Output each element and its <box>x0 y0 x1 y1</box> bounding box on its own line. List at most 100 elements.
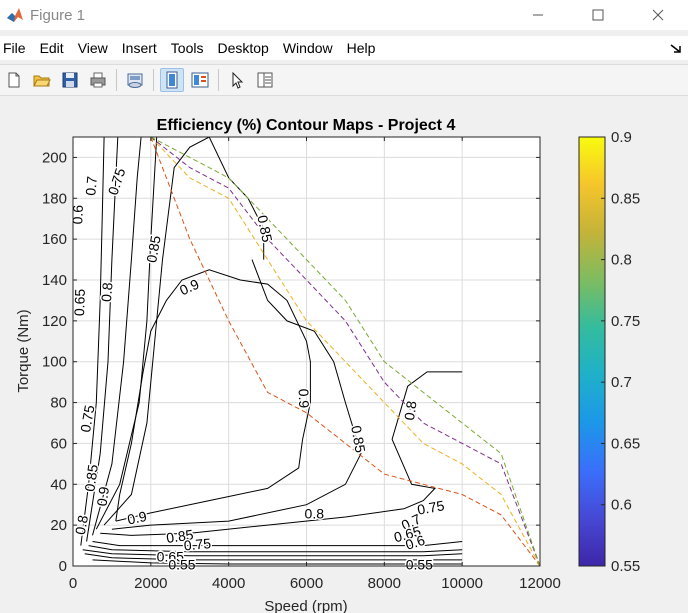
title-bar: Figure 1 <box>0 0 688 30</box>
contour-label: 0.85 <box>143 234 164 264</box>
y-tick-label: 160 <box>42 231 67 248</box>
contour-line-0.85 <box>111 259 362 530</box>
edit-plot-button[interactable] <box>225 68 249 92</box>
y-tick-label: 80 <box>50 395 67 412</box>
menu-desktop[interactable]: Desktop <box>217 40 269 56</box>
y-tick-label: 0 <box>59 558 67 575</box>
x-tick-label: 2000 <box>134 575 167 592</box>
menu-view[interactable]: View <box>77 40 108 56</box>
toolbar-separator <box>218 69 219 91</box>
figure-toolbar <box>0 64 688 96</box>
contour-line-0.65 <box>80 137 105 546</box>
property-inspector-button[interactable] <box>253 68 277 92</box>
contour-label: 0.9 <box>94 485 113 507</box>
y-tick-label: 100 <box>42 354 67 371</box>
print-icon <box>90 72 106 88</box>
contour-label: 0.8 <box>305 506 325 522</box>
print-button[interactable] <box>86 68 110 92</box>
colorbar[interactable] <box>578 136 606 567</box>
contour-label: 0.7 <box>82 175 100 196</box>
show-plot-tools-button[interactable] <box>188 68 212 92</box>
torque-limit-curve <box>150 137 540 566</box>
contour-label: 0.65 <box>157 549 184 565</box>
y-tick-label: 200 <box>42 149 67 166</box>
y-tick-label: 120 <box>42 313 67 330</box>
property-inspector-icon <box>257 72 273 88</box>
contour-plot[interactable]: Efficiency (%) Contour Maps - Project 4 … <box>0 96 688 613</box>
colorbar-tick-label: 0.55 <box>611 558 640 575</box>
contour-label: 0.85 <box>165 526 194 546</box>
menu-tools[interactable]: Tools <box>170 40 204 56</box>
toolbar-separator <box>116 69 117 91</box>
contour-line-0.55 <box>92 559 463 565</box>
matlab-logo-icon <box>7 8 23 22</box>
window-title: Figure 1 <box>30 6 86 24</box>
contour-label: 0.55 <box>406 557 433 573</box>
new-figure-icon <box>8 72 20 88</box>
contour-line-0.8 <box>100 371 463 536</box>
minimize-button[interactable] <box>508 0 568 30</box>
toolbar-separator <box>153 69 154 91</box>
contour-line-0.65 <box>82 549 463 557</box>
hide-plot-tools-button[interactable] <box>160 68 184 92</box>
torque-limit-curve <box>150 137 540 566</box>
contour-label: 0.8 <box>401 400 420 422</box>
menu-insert[interactable]: Insert <box>121 40 157 56</box>
close-icon <box>652 9 664 21</box>
contour-line-0.75 <box>92 541 463 547</box>
save-icon <box>62 72 78 88</box>
x-tick-label: 4000 <box>212 575 245 592</box>
contour-label: 0.9 <box>296 388 313 408</box>
contour-label: 0.75 <box>77 404 98 434</box>
contour-label: 0.75 <box>416 497 446 518</box>
contour-line-0.85 <box>103 137 265 526</box>
colorbar-tick-label: 0.7 <box>611 374 632 391</box>
contour-label: 0.6 <box>69 204 86 224</box>
y-tick-label: 20 <box>50 517 67 534</box>
torque-limit-curve <box>150 137 540 566</box>
colorbar-tick-label: 0.9 <box>611 129 632 146</box>
chart-title: Efficiency (%) Contour Maps - Project 4 <box>157 117 456 134</box>
open-file-button[interactable] <box>30 68 54 92</box>
menu-bar: File Edit View Insert Tools Desktop Wind… <box>0 36 688 60</box>
new-figure-button[interactable] <box>2 68 26 92</box>
menu-window[interactable]: Window <box>282 40 333 56</box>
colorbar-ticks: 0.55 0.6 0.65 0.7 0.75 0.8 0.85 0.9 <box>601 129 640 575</box>
menu-edit[interactable]: Edit <box>39 40 64 56</box>
menu-file[interactable]: File <box>3 40 26 56</box>
y-tick-label: 60 <box>50 435 67 452</box>
x-tick-label: 8000 <box>368 575 401 592</box>
link-plot-icon <box>127 73 143 88</box>
colorbar-tick-label: 0.85 <box>611 190 640 207</box>
y-axis-label: Torque (Nm) <box>15 309 32 392</box>
contour-line-0.7 <box>88 545 463 553</box>
link-plot-button[interactable] <box>123 68 147 92</box>
contour-line-0.75 <box>92 137 142 536</box>
close-button[interactable] <box>628 0 688 30</box>
contour-label: 0.75 <box>183 535 212 553</box>
save-button[interactable] <box>58 68 82 92</box>
contour-label: 0.8 <box>72 514 91 536</box>
x-axis-label: Speed (rpm) <box>264 598 347 613</box>
dock-figure-icon[interactable] <box>668 40 684 56</box>
contour-label: 0.85 <box>348 424 369 454</box>
x-tick-label: 10000 <box>441 575 483 592</box>
contour-label: 0.65 <box>71 288 88 316</box>
contour-label: 0.8 <box>98 282 116 303</box>
contour-line-0.8 <box>95 137 158 530</box>
maximize-icon <box>592 9 604 21</box>
y-tick-label: 140 <box>42 272 67 289</box>
colorbar-tick-label: 0.75 <box>611 313 640 330</box>
y-tick-label: 40 <box>50 476 67 493</box>
x-tick-label: 0 <box>69 575 77 592</box>
colorbar-tick-label: 0.6 <box>611 497 632 514</box>
torque-limit-curve <box>150 137 540 566</box>
minimize-icon <box>533 14 543 16</box>
contour-line-0.9 <box>115 269 311 522</box>
contour-label: 0.85 <box>81 463 101 492</box>
menu-help[interactable]: Help <box>346 40 376 56</box>
maximize-button[interactable] <box>568 0 628 30</box>
open-file-icon <box>33 75 51 87</box>
contour-lines <box>80 137 463 565</box>
contour-labels: 0.750.70.60.65 0.80.850.90.850.90.850.80.… <box>68 164 448 574</box>
